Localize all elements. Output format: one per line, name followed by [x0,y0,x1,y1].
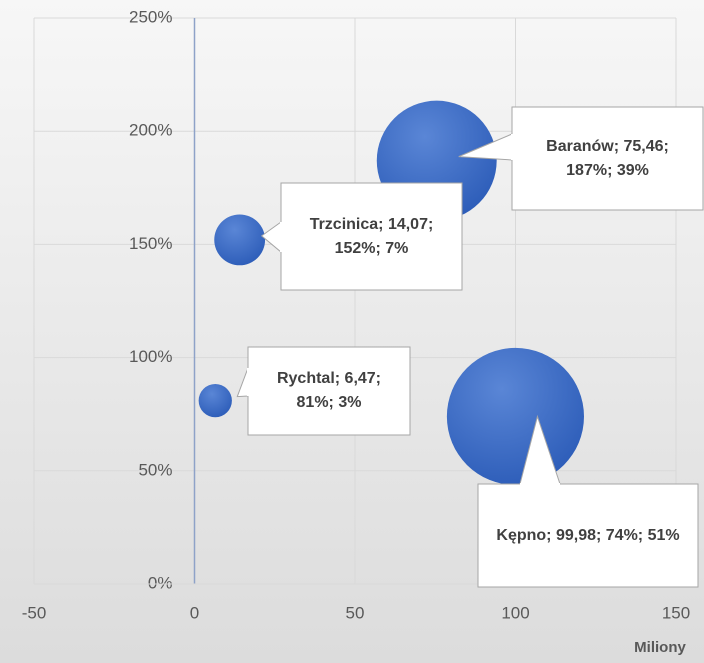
bubble [446,347,584,486]
x-tick-label: 50 [346,603,365,622]
y-tick-label: 0% [148,573,173,592]
x-tick-label: 150 [662,603,690,622]
data-label: Trzcinica; 14,07; 152%; 7% [309,215,434,257]
callout-box [477,483,699,588]
callout-pointer [260,221,282,254]
callout-pointer [236,367,249,398]
bubble [214,214,266,266]
x-tick-label: 0 [190,603,199,622]
y-tick-label: 250% [129,7,172,26]
data-label: Kępno; 99,98; 74%; 51% [496,526,680,544]
y-tick-label: 100% [129,347,172,366]
callout-box [511,106,704,211]
y-tick-label: 50% [138,460,172,479]
x-tick-label: 100 [501,603,529,622]
callout-box [247,346,411,436]
x-axis-label: Miliony [634,639,686,656]
callout-box [280,182,463,291]
data-label: Rychtal; 6,47; 81%; 3% [276,370,382,411]
y-tick-label: 150% [129,234,172,253]
data-label: Baranów; 75,46; 187%; 39% [546,137,669,179]
y-tick-label: 200% [129,121,172,140]
bubble [198,383,232,418]
x-tick-label: -50 [22,603,47,622]
